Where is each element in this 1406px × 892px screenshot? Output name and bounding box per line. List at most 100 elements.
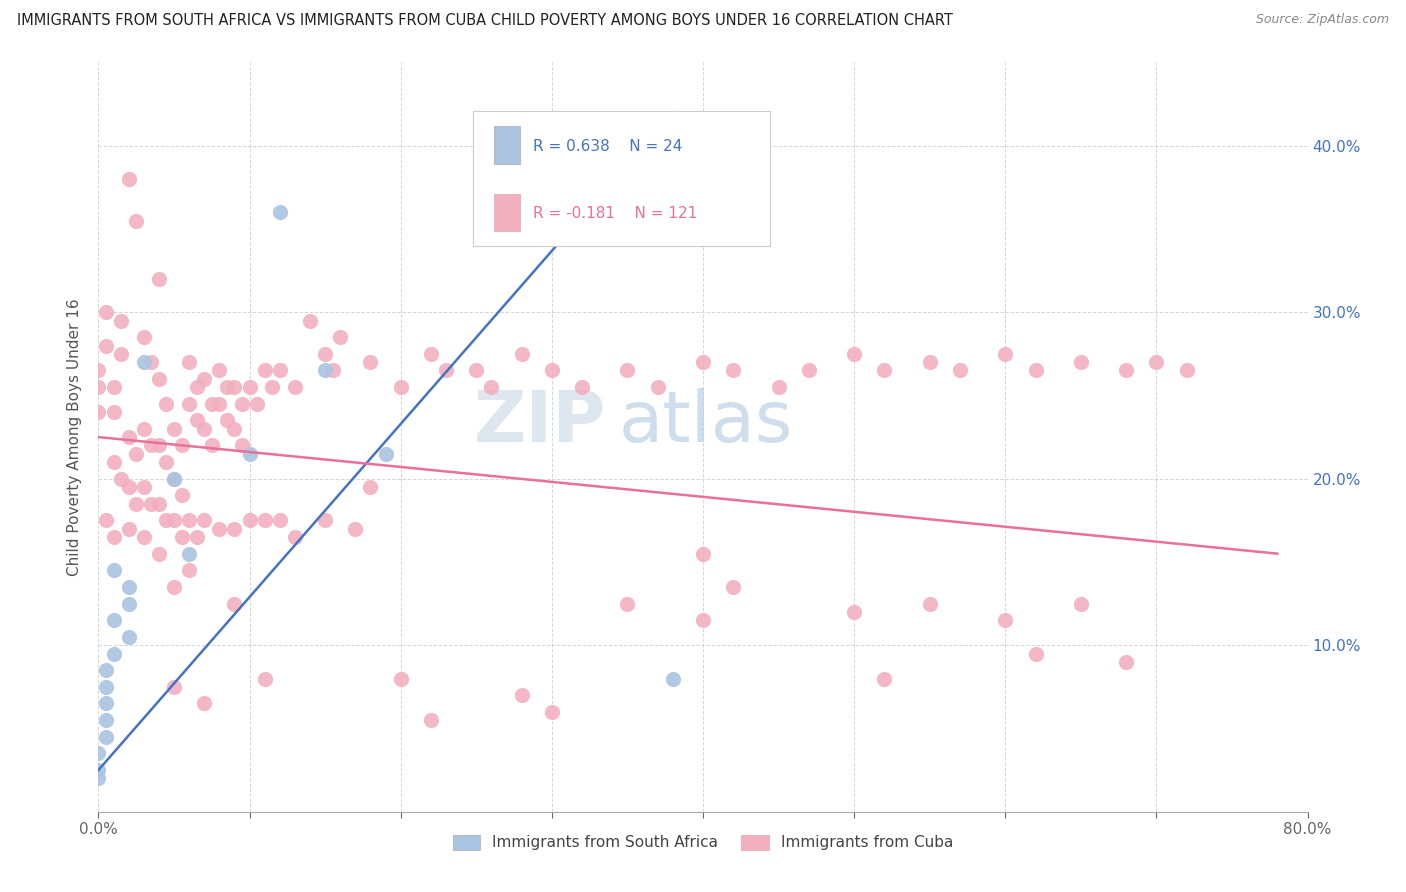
Point xyxy=(481,380,503,394)
Point xyxy=(616,180,638,194)
Point xyxy=(179,563,201,577)
Point xyxy=(132,330,155,344)
Text: Source: ZipAtlas.com: Source: ZipAtlas.com xyxy=(1256,13,1389,27)
Point xyxy=(170,488,193,502)
Text: R = -0.181    N = 121: R = -0.181 N = 121 xyxy=(533,206,697,221)
Point xyxy=(661,672,683,686)
Point xyxy=(344,522,367,536)
Point xyxy=(148,372,170,386)
Point xyxy=(125,497,148,511)
Point xyxy=(215,413,238,427)
Point xyxy=(994,347,1017,361)
Point xyxy=(193,697,215,711)
Point xyxy=(284,530,307,544)
Point xyxy=(118,480,141,494)
Point xyxy=(253,513,276,527)
Point xyxy=(148,438,170,452)
Point xyxy=(797,363,820,377)
Point xyxy=(723,580,745,594)
Point xyxy=(208,363,231,377)
Point xyxy=(1070,355,1092,369)
Point xyxy=(118,580,141,594)
Point xyxy=(155,513,177,527)
Point xyxy=(768,380,790,394)
Point xyxy=(118,522,141,536)
Point xyxy=(314,347,336,361)
Point xyxy=(94,305,117,319)
Point xyxy=(616,597,638,611)
Point xyxy=(94,697,117,711)
Point xyxy=(201,438,224,452)
Point xyxy=(873,672,896,686)
Point xyxy=(103,380,125,394)
Point xyxy=(253,672,276,686)
Point xyxy=(239,513,262,527)
Point xyxy=(239,380,262,394)
Point xyxy=(132,530,155,544)
Point xyxy=(918,355,941,369)
Point xyxy=(163,513,186,527)
Point xyxy=(246,397,269,411)
Point xyxy=(87,363,110,377)
Point xyxy=(692,547,714,561)
Point xyxy=(103,647,125,661)
Point xyxy=(873,363,896,377)
Point xyxy=(723,363,745,377)
Point xyxy=(1144,355,1167,369)
Text: IMMIGRANTS FROM SOUTH AFRICA VS IMMIGRANTS FROM CUBA CHILD POVERTY AMONG BOYS UN: IMMIGRANTS FROM SOUTH AFRICA VS IMMIGRAN… xyxy=(17,13,953,29)
Point xyxy=(148,272,170,286)
Point xyxy=(510,347,533,361)
Point xyxy=(314,513,336,527)
Point xyxy=(94,680,117,694)
Point xyxy=(186,380,208,394)
Point xyxy=(374,447,396,461)
Point xyxy=(215,380,238,394)
Point xyxy=(132,355,155,369)
FancyBboxPatch shape xyxy=(474,112,769,246)
Point xyxy=(193,372,215,386)
Point xyxy=(389,380,412,394)
Point xyxy=(692,613,714,627)
Point xyxy=(103,405,125,419)
Point xyxy=(1024,647,1046,661)
Point xyxy=(87,380,110,394)
Point xyxy=(360,355,382,369)
Point xyxy=(163,580,186,594)
Point xyxy=(148,497,170,511)
Point xyxy=(87,747,110,761)
Point xyxy=(163,422,186,436)
Point xyxy=(1175,363,1198,377)
Point xyxy=(103,530,125,544)
Legend: Immigrants from South Africa, Immigrants from Cuba: Immigrants from South Africa, Immigrants… xyxy=(447,829,959,856)
Point xyxy=(110,472,132,486)
Point xyxy=(208,522,231,536)
Point xyxy=(918,597,941,611)
Text: atlas: atlas xyxy=(619,388,793,457)
Text: R = 0.638    N = 24: R = 0.638 N = 24 xyxy=(533,139,682,153)
Point xyxy=(420,713,443,727)
Point xyxy=(110,313,132,327)
Point xyxy=(224,522,246,536)
Point xyxy=(94,513,117,527)
Point xyxy=(118,172,141,186)
Point xyxy=(540,705,562,719)
Point xyxy=(994,613,1017,627)
FancyBboxPatch shape xyxy=(494,194,520,231)
Point xyxy=(844,605,866,619)
Point xyxy=(193,513,215,527)
Point xyxy=(1070,597,1092,611)
Point xyxy=(125,213,148,227)
Point xyxy=(253,363,276,377)
Point xyxy=(179,355,201,369)
Point xyxy=(193,422,215,436)
Point xyxy=(571,380,593,394)
Point xyxy=(118,630,141,644)
Point xyxy=(163,680,186,694)
Point xyxy=(616,363,638,377)
Point xyxy=(87,405,110,419)
Point xyxy=(239,447,262,461)
Y-axis label: Child Poverty Among Boys Under 16: Child Poverty Among Boys Under 16 xyxy=(67,298,83,576)
Point xyxy=(155,455,177,469)
Point xyxy=(269,363,291,377)
Point xyxy=(179,547,201,561)
